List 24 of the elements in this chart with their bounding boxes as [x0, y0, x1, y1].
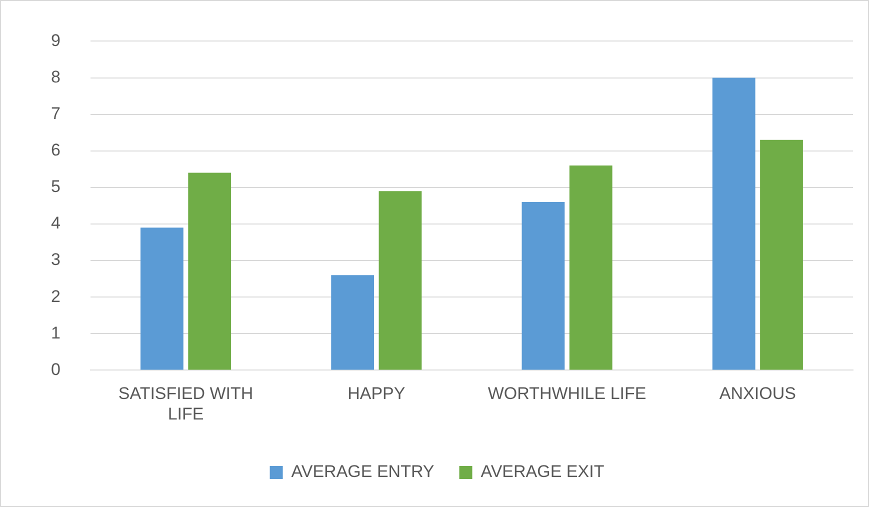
legend-label: AVERAGE EXIT — [480, 462, 604, 482]
bar — [712, 78, 756, 370]
y-tick-label: 8 — [50, 67, 60, 86]
legend-label: AVERAGE ENTRY — [291, 462, 434, 482]
bar — [140, 228, 184, 370]
bar — [760, 140, 803, 370]
y-tick-label: 9 — [50, 30, 60, 50]
bar — [331, 275, 374, 370]
bar — [188, 172, 232, 370]
x-tick-label: SATISFIED WITH LIFE — [118, 384, 254, 424]
y-tick-label: 5 — [50, 177, 60, 196]
bar — [522, 202, 565, 370]
x-tick-label: ANXIOUS — [719, 384, 796, 404]
bar — [378, 191, 422, 370]
y-tick-label: 4 — [50, 214, 60, 233]
y-tick-label: 0 — [50, 360, 60, 379]
y-tick-label: 6 — [50, 140, 60, 160]
y-tick-label: 3 — [50, 250, 60, 270]
y-tick-label: 1 — [50, 323, 60, 342]
x-tick-label: HAPPY — [348, 384, 406, 404]
y-tick-label: 7 — [50, 104, 60, 123]
x-tick-label: WORTHWHILE LIFE — [488, 384, 646, 404]
bar — [569, 165, 612, 370]
y-tick-label: 2 — [50, 286, 60, 306]
